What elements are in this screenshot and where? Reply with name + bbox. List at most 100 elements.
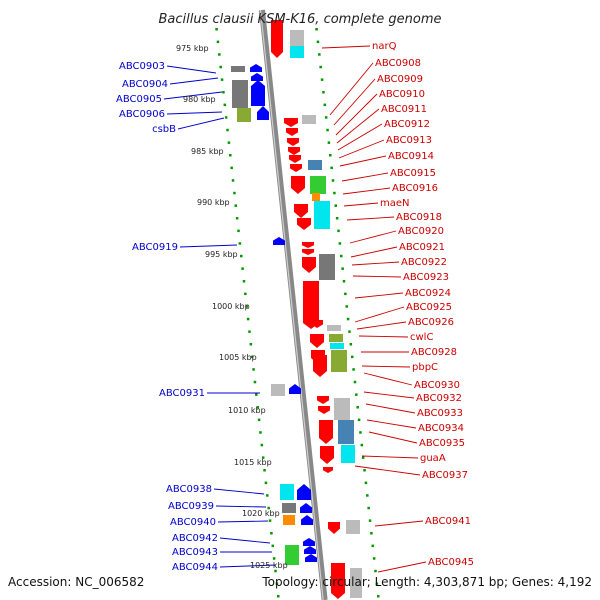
tick-mark xyxy=(331,179,335,182)
gene-label-abc0904: ABC0904 xyxy=(122,79,168,90)
gene-label-abc0910: ABC0910 xyxy=(379,89,425,100)
gene-arrow xyxy=(284,118,298,127)
gene-arrow xyxy=(317,396,329,404)
gene-label-abc0930: ABC0930 xyxy=(414,380,460,391)
tick-mark xyxy=(335,217,339,220)
gene-label-abc0942: ABC0942 xyxy=(172,533,218,544)
gene-label-abc0905: ABC0905 xyxy=(116,94,162,105)
gene-label-abc0933: ABC0933 xyxy=(417,408,463,419)
gene-label-abc0944: ABC0944 xyxy=(172,562,218,573)
feature-block xyxy=(327,325,341,331)
tick-mark xyxy=(272,557,276,560)
tick-mark xyxy=(316,40,320,44)
gene-label-abc0922: ABC0922 xyxy=(401,257,447,268)
tick-mark xyxy=(330,166,333,170)
leader-line xyxy=(346,216,395,221)
gene-labels: ABC0903 ABC0904 ABC0905 ABC0906 csbB ABC0919 A… xyxy=(116,41,474,573)
gene-arrow xyxy=(287,138,299,146)
tick-mark xyxy=(277,595,280,598)
feature-block xyxy=(280,484,294,500)
scale-label: 1020 kbp xyxy=(242,509,280,518)
feature-block xyxy=(232,80,248,108)
tick-mark xyxy=(337,229,340,233)
tick-mark xyxy=(361,456,365,459)
tick-mark xyxy=(230,166,233,170)
tick-mark xyxy=(375,582,379,585)
gene-label-abc0923: ABC0923 xyxy=(403,272,449,283)
gene-arrow xyxy=(331,563,345,599)
tick-mark xyxy=(372,557,376,560)
leader-line xyxy=(338,139,385,159)
gene-arrow xyxy=(294,204,308,218)
tick-mark xyxy=(345,305,348,308)
feature-block xyxy=(231,66,245,72)
gene-arrow xyxy=(300,503,312,513)
leader-line xyxy=(349,230,397,244)
leader-line xyxy=(321,45,371,49)
gene-label-abc0926: ABC0926 xyxy=(408,317,454,328)
tick-mark xyxy=(355,393,358,396)
tick-mark xyxy=(220,78,224,81)
gene-arrow xyxy=(289,155,301,163)
tick-mark xyxy=(268,519,272,522)
tick-mark xyxy=(250,355,254,359)
gene-label-narq: narQ xyxy=(372,41,397,52)
tick-mark xyxy=(226,128,229,132)
scale-label: 1025 kbp xyxy=(250,561,288,570)
tick-mark xyxy=(349,343,353,346)
tick-mark xyxy=(329,154,332,157)
feature-block xyxy=(290,30,304,46)
feature-block xyxy=(282,503,296,513)
backbone-line xyxy=(259,9,328,600)
tick-mark xyxy=(315,28,318,31)
gene-label-guaa: guaA xyxy=(420,453,446,464)
gene-label-abc0921: ABC0921 xyxy=(399,242,445,253)
gene-arrow xyxy=(301,515,313,525)
leader-line xyxy=(335,93,378,136)
tick-mark xyxy=(274,569,277,573)
gene-label-csbb: csbB xyxy=(152,124,176,135)
gene-label-pbpc: pbpC xyxy=(412,362,438,373)
leader-line xyxy=(351,261,400,266)
tick-mark xyxy=(244,292,247,296)
gene-arrow xyxy=(288,147,300,155)
gene-label-abc0903: ABC0903 xyxy=(119,61,165,72)
leader-line xyxy=(341,172,389,182)
gene-arrow xyxy=(289,384,301,394)
gene-arrow xyxy=(318,406,330,414)
gene-arrow xyxy=(302,257,316,273)
gene-arrow xyxy=(297,218,311,230)
scale-label: 1010 kbp xyxy=(228,406,266,415)
tick-mark xyxy=(322,91,325,94)
tick-mark xyxy=(235,217,239,220)
scale-label: 975 kbp xyxy=(176,44,209,53)
gene-arrow xyxy=(328,522,340,534)
gene-label-abc0906: ABC0906 xyxy=(119,109,165,120)
leader-line xyxy=(169,77,219,85)
tick-mark xyxy=(231,179,235,182)
tick-mark xyxy=(320,78,324,81)
tick-mark xyxy=(377,595,380,598)
tick-mark xyxy=(229,154,232,157)
topology-text: Topology: circular; Length: 4,303,871 bp… xyxy=(261,575,592,589)
gene-label-abc0925: ABC0925 xyxy=(406,302,452,313)
gene-arrow xyxy=(286,128,298,136)
tick-mark xyxy=(260,443,264,447)
tick-mark xyxy=(240,254,243,258)
feature-block xyxy=(271,384,285,396)
tick-mark xyxy=(366,494,369,497)
leader-line xyxy=(377,561,427,573)
gene-label-abc0924: ABC0924 xyxy=(405,288,451,299)
tick-mark xyxy=(357,418,361,422)
tick-mark xyxy=(252,368,255,371)
tick-mark xyxy=(227,141,231,144)
gene-label-abc0941: ABC0941 xyxy=(425,516,471,527)
tick-mark xyxy=(249,343,253,346)
gene-label-abc0945: ABC0945 xyxy=(428,557,474,568)
tick-mark xyxy=(326,128,329,132)
tick-mark xyxy=(248,330,251,333)
gene-label-abc0934: ABC0934 xyxy=(418,423,464,434)
scale-label: 995 kbp xyxy=(205,250,238,259)
tick-mark xyxy=(261,456,265,459)
